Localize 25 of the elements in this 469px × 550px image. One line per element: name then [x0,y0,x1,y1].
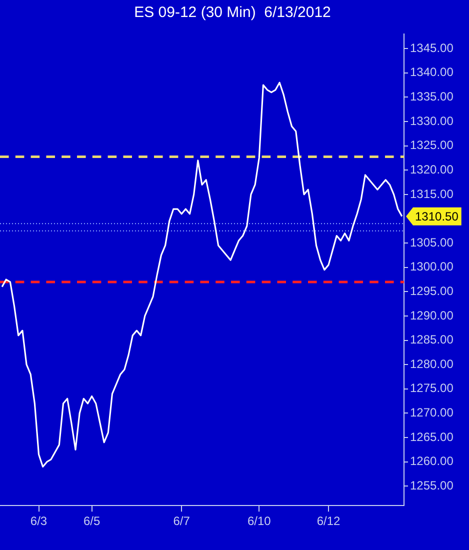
y-tick-label: 1340.00 [410,65,454,80]
text: 1310.50 [415,210,459,224]
x-tick-label: 6/12 [316,514,341,528]
x-tick-label: 6/10 [247,514,272,528]
y-tick-label: 1260.00 [410,454,454,468]
x-tick-label: 6/5 [83,514,100,528]
chart-title: ES 09-12 (30 Min) 6/13/2012 [134,4,331,22]
x-tick-label: 6/7 [173,514,190,528]
y-tick-label: 1265.00 [410,430,454,444]
y-tick-label: 1280.00 [410,356,454,371]
y-tick-label: 1330.00 [410,114,454,128]
y-tick-label: 1345.00 [410,40,454,55]
y-tick-label: 1295.00 [410,284,454,298]
x-tick-label: 6/3 [30,514,48,528]
y-tick-label: 1305.00 [410,235,454,250]
y-tick-label: 1335.00 [410,90,454,104]
y-tick-label: 1290.00 [410,308,454,322]
y-tick-label: 1275.00 [410,381,454,396]
y-tick-label: 1255.00 [410,478,454,492]
y-tick-label: 1270.00 [410,406,454,420]
y-tick-label: 1320.00 [410,162,454,176]
y-tick-label: 1325.00 [410,138,454,152]
y-tick-label: 1285.00 [410,332,454,347]
y-tick-label: 1315.00 [410,186,454,201]
y-tick-label: 1300.00 [410,260,454,274]
